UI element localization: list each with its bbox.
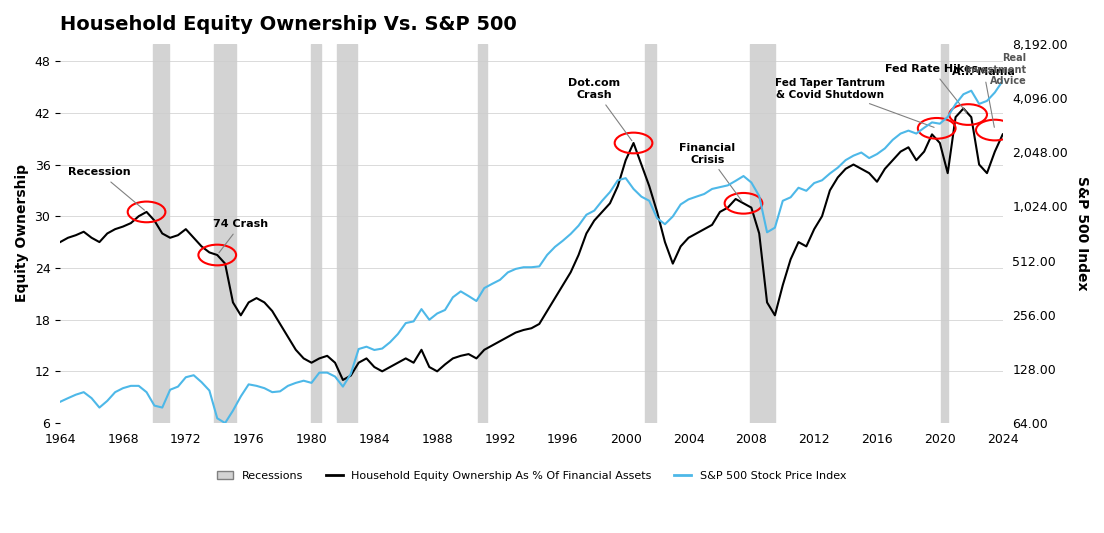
Bar (478, 44, 488, 423)
Bar (645, 44, 656, 423)
Text: Recession: Recession (68, 167, 145, 210)
Bar (750, 44, 775, 423)
Text: Real
Investment
Advice: Real Investment Advice (965, 53, 1027, 86)
Text: Fed Taper Tantrum
& Covid Shutdown: Fed Taper Tantrum & Covid Shutdown (775, 78, 934, 127)
Text: Household Equity Ownership Vs. S&P 500: Household Equity Ownership Vs. S&P 500 (60, 15, 517, 34)
Bar (214, 44, 236, 423)
Text: 74 Crash: 74 Crash (213, 219, 268, 253)
Text: Financial
Crisis: Financial Crisis (679, 143, 742, 201)
Legend: Recessions, Household Equity Ownership As % Of Financial Assets, S&P 500 Stock P: Recessions, Household Equity Ownership A… (212, 467, 850, 486)
Bar (152, 44, 169, 423)
Text: Dot.com
Crash: Dot.com Crash (569, 78, 631, 141)
Bar (337, 44, 357, 423)
Y-axis label: Equity Ownership: Equity Ownership (15, 165, 29, 302)
Bar (942, 44, 947, 423)
Text: Fed Rate Hikes: Fed Rate Hikes (885, 64, 978, 112)
Y-axis label: S&P 500 Index: S&P 500 Index (1075, 176, 1089, 290)
Text: A.I. Mania: A.I. Mania (953, 67, 1016, 127)
Bar (311, 44, 321, 423)
